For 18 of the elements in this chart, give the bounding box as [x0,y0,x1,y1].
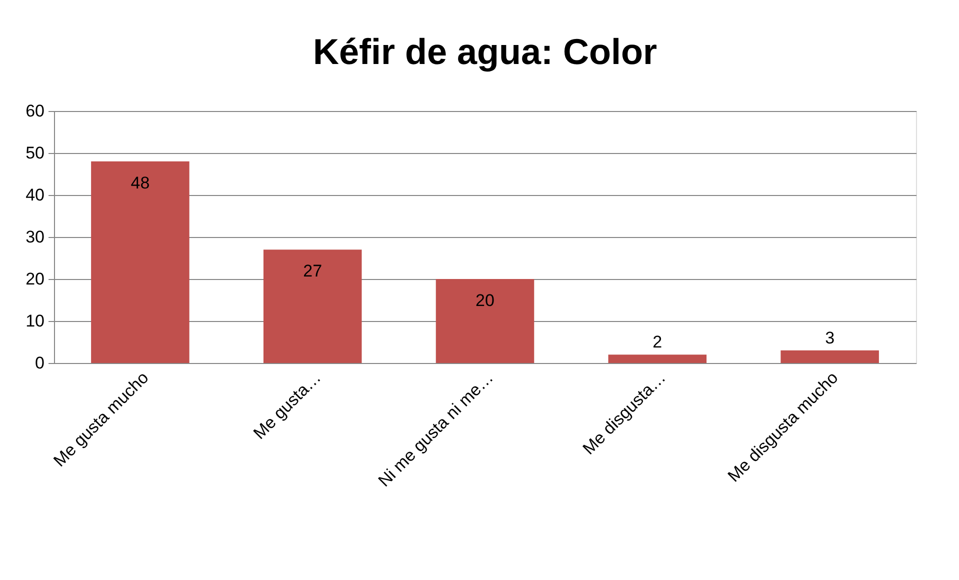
y-tick-label: 10 [26,312,44,330]
data-label: 48 [130,173,150,192]
y-tick-label: 40 [26,186,44,204]
bar [780,350,879,363]
y-tick-label: 60 [26,102,44,120]
y-tick-label: 30 [26,228,44,246]
data-label: 2 [652,332,662,352]
y-tick-label: 50 [26,144,44,162]
bar [263,250,362,363]
chart-title: Kéfir de agua: Color [312,31,658,72]
y-tick-label: 0 [35,354,44,372]
bar [608,354,707,363]
bar [436,279,534,363]
y-tick-label: 20 [26,270,44,288]
bar [91,161,190,363]
data-label: 27 [303,262,322,281]
data-label: 3 [825,328,835,348]
data-label: 20 [476,291,494,310]
